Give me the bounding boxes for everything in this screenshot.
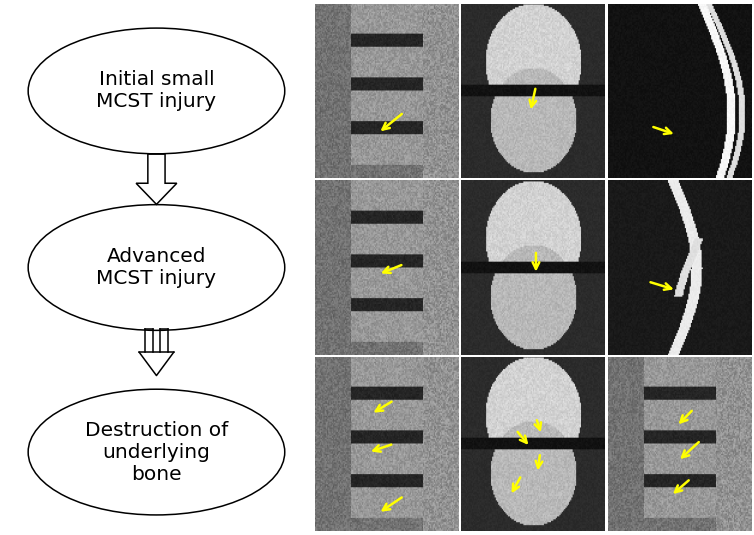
Text: Initial small
MCST injury: Initial small MCST injury bbox=[97, 71, 216, 111]
Text: Destruction of
underlying
bone: Destruction of underlying bone bbox=[85, 421, 228, 484]
Text: Advanced
MCST injury: Advanced MCST injury bbox=[97, 247, 216, 288]
